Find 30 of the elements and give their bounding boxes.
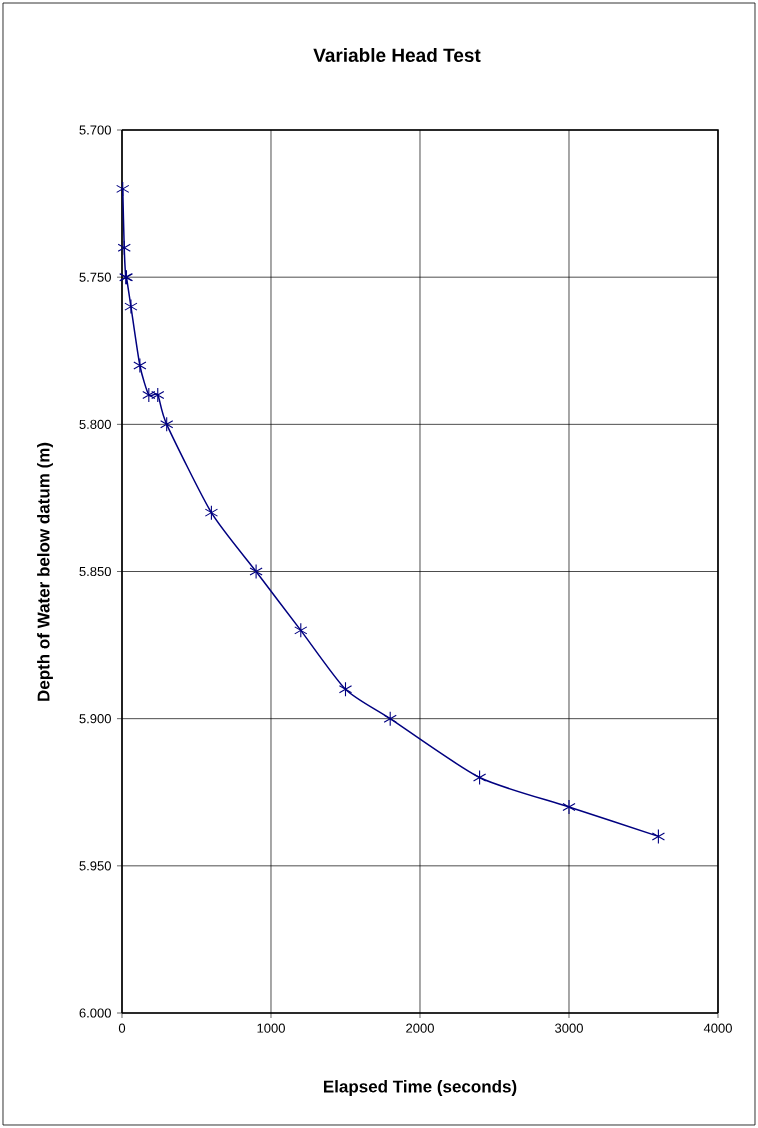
y-tick-label: 6.000: [79, 1008, 111, 1018]
point: [133, 357, 147, 374]
x-tick-label: 1000: [257, 1023, 285, 1033]
y-axis-title: Depth of Water below datum (m): [37, 442, 53, 701]
point: [562, 799, 576, 815]
point: [651, 828, 665, 844]
point: [151, 387, 165, 403]
point: [117, 240, 131, 256]
point: [124, 299, 138, 315]
x-axis-title: Elapsed Time (seconds): [323, 1080, 517, 1096]
y-tick-label: 5.950: [79, 861, 111, 871]
x-tick-label: 2000: [406, 1023, 434, 1033]
point: [338, 681, 353, 697]
y-tick-label: 5.750: [79, 272, 111, 282]
point: [160, 416, 174, 432]
point: [142, 387, 156, 403]
point: [294, 622, 308, 638]
point: [204, 505, 219, 521]
point: [472, 769, 487, 786]
point: [116, 181, 130, 197]
x-tick-label: 3000: [555, 1023, 583, 1033]
x-tick-label: 0: [118, 1023, 126, 1033]
x-tick-label: 4000: [703, 1023, 732, 1033]
chart-title: Variable Head Test: [313, 48, 481, 62]
y-tick-label: 5.700: [79, 125, 111, 135]
y-tick-label: 5.850: [79, 566, 111, 577]
y-tick-label: 5.800: [79, 419, 111, 429]
point: [383, 711, 397, 727]
point: [249, 563, 263, 580]
y-tick-label: 5.900: [79, 714, 111, 724]
